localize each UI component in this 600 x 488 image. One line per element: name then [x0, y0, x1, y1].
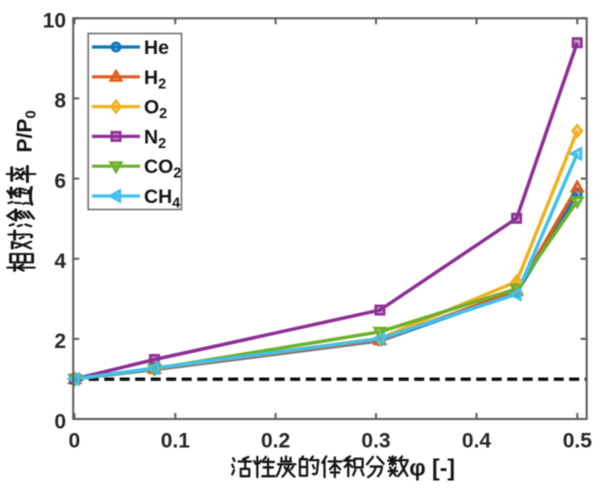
svg-text:6: 6	[54, 170, 66, 193]
svg-text:φ [-]: φ [-]	[409, 455, 455, 481]
svg-text:0: 0	[54, 410, 66, 433]
svg-text:10: 10	[43, 10, 66, 33]
svg-text:2: 2	[54, 330, 66, 353]
svg-text:0.3: 0.3	[361, 430, 390, 453]
svg-text:He: He	[144, 37, 169, 59]
svg-text:0: 0	[69, 430, 81, 453]
svg-text:0.2: 0.2	[261, 430, 290, 453]
svg-text:8: 8	[54, 90, 66, 113]
svg-text:0.5: 0.5	[563, 430, 593, 453]
svg-text:0.1: 0.1	[161, 430, 191, 453]
svg-text:0.4: 0.4	[462, 430, 492, 453]
svg-text:4: 4	[54, 250, 66, 273]
